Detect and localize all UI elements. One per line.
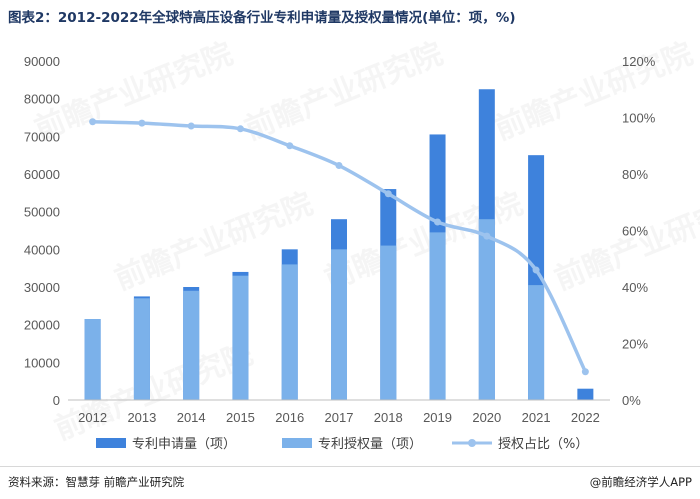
watermark-text: 前瞻产业研究院: [490, 36, 698, 147]
bar-grant-2019: [429, 232, 446, 400]
y-left-tick-label: 20000: [24, 318, 60, 333]
y-left-tick-label: 80000: [24, 92, 60, 107]
x-tick-label-2022: 2022: [571, 410, 600, 425]
x-tick-label-2014: 2014: [177, 410, 206, 425]
ratio-point-2015: [236, 125, 244, 133]
bar-grant-2015: [232, 275, 249, 400]
legend-marker-2: [468, 439, 476, 447]
legend-label-0: 专利申请量（项）: [132, 437, 236, 452]
ratio-point-2022: [581, 368, 589, 376]
bar-grant-2016: [281, 264, 298, 400]
legend: 专利申请量（项） 专利授权量（项） 授权占比（%）: [96, 436, 588, 452]
x-tick-label-2018: 2018: [374, 410, 403, 425]
legend-swatch-1: [282, 438, 312, 448]
bar-grant-2018: [380, 245, 397, 400]
ratio-point-2019: [434, 218, 442, 226]
ratio-line-layer: [89, 118, 589, 376]
footer-divider: [0, 466, 700, 467]
x-tick-label-2013: 2013: [127, 410, 156, 425]
ratio-point-2016: [286, 142, 294, 150]
y-right-tick-label: 40%: [622, 280, 648, 295]
ratio-point-2020: [483, 232, 491, 240]
bar-layer: [84, 89, 594, 400]
bar-grant-2021: [528, 285, 545, 400]
x-tick-label-2017: 2017: [325, 410, 354, 425]
x-tick-label-2019: 2019: [423, 410, 452, 425]
chart-title: 图表2：2012-2022年全球特高压设备行业专利申请量及授权量情况(单位：项，…: [8, 10, 516, 26]
y-right-tick-label: 100%: [622, 111, 656, 126]
brand-credit: @前瞻经济学人APP: [589, 475, 692, 489]
ratio-point-2013: [138, 119, 146, 127]
bar-grant-2012: [84, 319, 101, 400]
watermark-text: 前瞻产业研究院: [30, 36, 238, 147]
y-left-tick-label: 40000: [24, 242, 60, 257]
axes-layer: 0 10000 20000 30000 40000 50000 60000 70000 8000…: [24, 54, 656, 425]
watermark-text: 前瞻产业研究院: [50, 336, 258, 447]
y-left-tick-label: 0: [53, 393, 60, 408]
ratio-point-2021: [532, 266, 540, 274]
x-tick-label-2015: 2015: [226, 410, 255, 425]
y-right-tick-label: 0%: [622, 393, 641, 408]
bar-application-2022: [577, 388, 594, 400]
bar-grant-2020: [478, 219, 495, 400]
y-left-tick-label: 90000: [24, 54, 60, 69]
legend-swatch-0: [96, 438, 126, 448]
y-left-tick-label: 60000: [24, 167, 60, 182]
ratio-point-2017: [335, 162, 343, 170]
y-left-tick-label: 10000: [24, 355, 60, 370]
ratio-point-2018: [384, 190, 392, 198]
ratio-point-2012: [89, 118, 97, 126]
y-left-tick-label: 50000: [24, 205, 60, 220]
y-left-tick-label: 30000: [24, 280, 60, 295]
bar-grant-2014: [183, 290, 200, 400]
y-left-tick-label: 70000: [24, 129, 60, 144]
source-note: 资料来源：智慧芽 前瞻产业研究院: [8, 475, 185, 489]
legend-label-2: 授权占比（%）: [498, 436, 588, 452]
x-tick-label-2021: 2021: [522, 410, 551, 425]
watermark-text: 前瞻产业研究院: [240, 36, 448, 147]
y-right-tick-label: 20%: [622, 337, 648, 352]
x-tick-label-2012: 2012: [78, 410, 107, 425]
x-tick-label-2016: 2016: [275, 410, 304, 425]
y-right-tick-label: 60%: [622, 224, 648, 239]
x-tick-label-2020: 2020: [472, 410, 501, 425]
bar-grant-2017: [331, 249, 347, 400]
ratio-point-2014: [187, 122, 195, 130]
bar-grant-2013: [133, 298, 150, 400]
y-right-tick-label: 120%: [622, 54, 656, 69]
legend-label-1: 专利授权量（项）: [318, 436, 422, 452]
y-right-tick-label: 80%: [622, 167, 648, 182]
